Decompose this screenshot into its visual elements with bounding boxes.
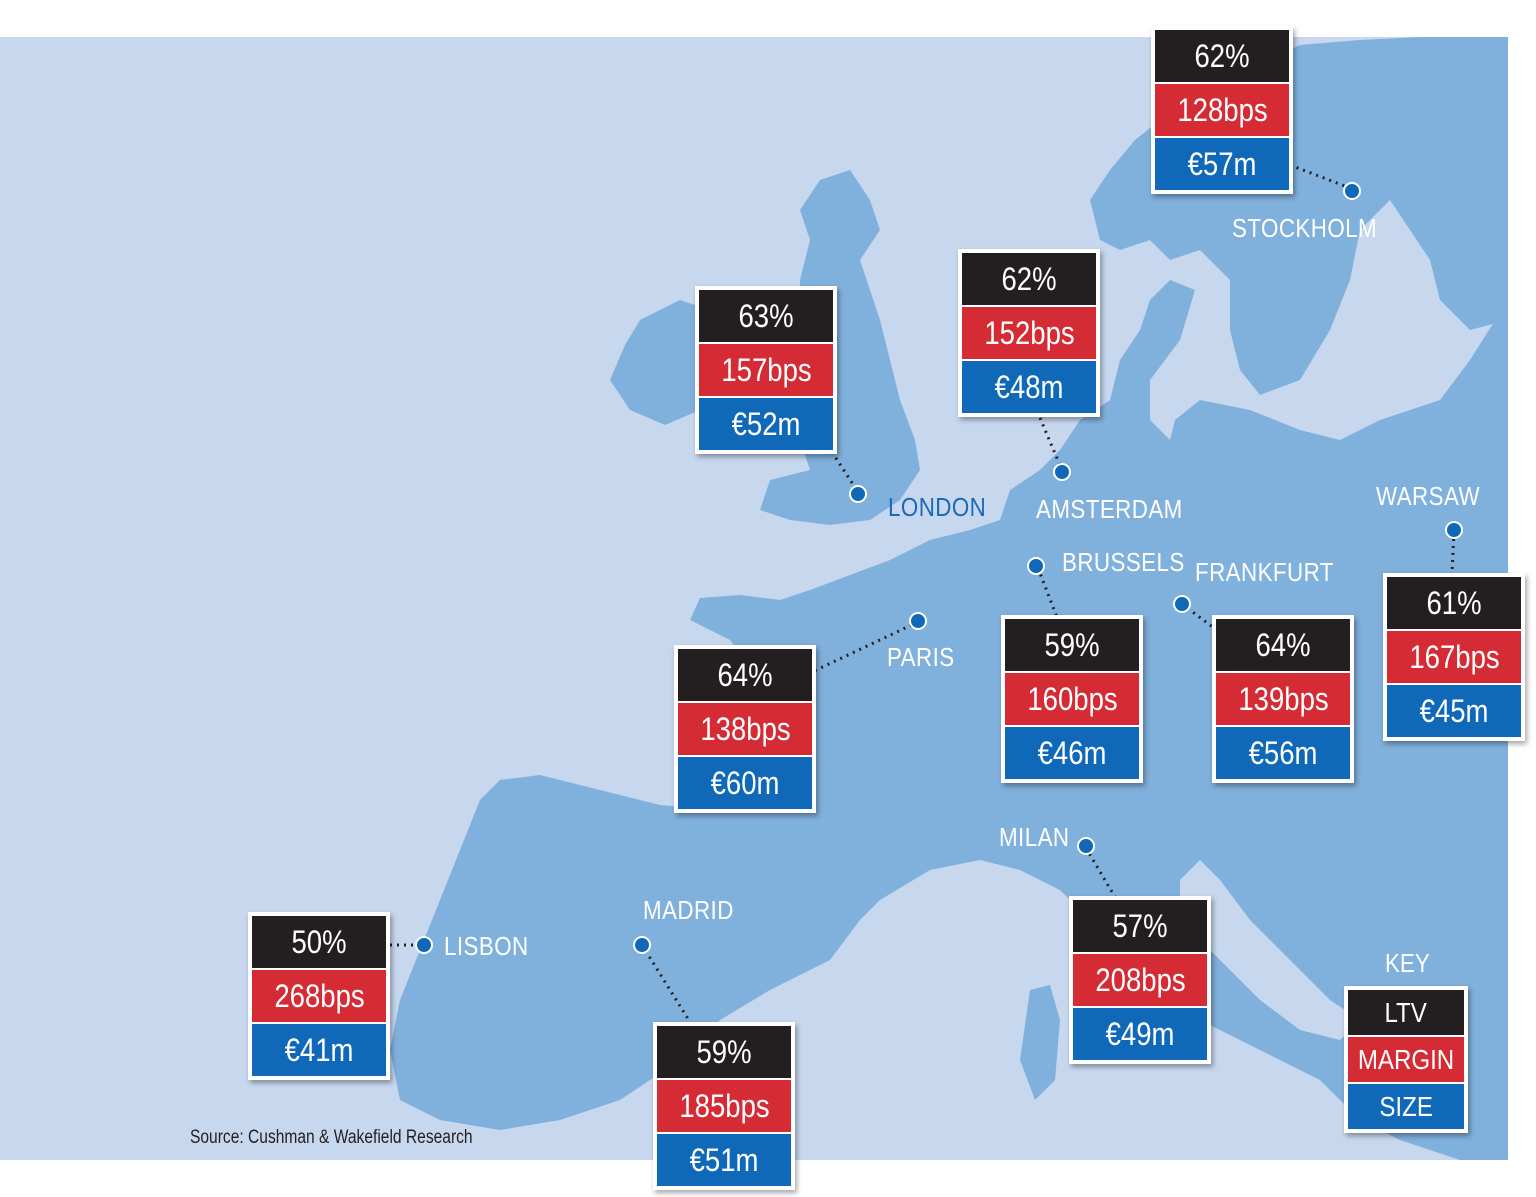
ltv-cell: 57%	[1073, 900, 1207, 952]
size-cell: €41m	[252, 1024, 386, 1076]
size-cell: €49m	[1073, 1008, 1207, 1060]
source-note: Source: Cushman & Wakefield Research	[190, 1127, 473, 1148]
margin-cell: 152bps	[962, 307, 1096, 359]
size-cell: €45m	[1387, 685, 1521, 737]
sea-tyrrhenian	[1180, 860, 1360, 1040]
lisbon-dot[interactable]	[415, 936, 433, 954]
size-cell: €57m	[1155, 138, 1289, 190]
paris-label: PARIS	[887, 642, 955, 672]
lisbon-label: LISBON	[444, 931, 529, 961]
frankfurt-label: FRANKFURT	[1195, 557, 1334, 587]
ltv-cell: 63%	[699, 290, 833, 342]
ltv-cell: 59%	[657, 1026, 791, 1078]
size-cell: €48m	[962, 361, 1096, 413]
ltv-cell: 62%	[1155, 30, 1289, 82]
margin-cell: 157bps	[699, 344, 833, 396]
madrid-label: MADRID	[643, 895, 734, 925]
brussels-box: 59% 160bps €46m	[1001, 615, 1143, 783]
warsaw-label: WARSAW	[1376, 481, 1481, 511]
stockholm-label: STOCKHOLM	[1232, 213, 1378, 243]
lisbon-box: 50% 268bps €41m	[248, 912, 390, 1080]
size-cell: €46m	[1005, 727, 1139, 779]
key-title: KEY	[1385, 948, 1430, 978]
milan-label: MILAN	[999, 822, 1070, 852]
margin-cell: 167bps	[1387, 631, 1521, 683]
ltv-cell: 59%	[1005, 619, 1139, 671]
size-cell: €60m	[678, 757, 812, 809]
brussels-dot[interactable]	[1027, 557, 1045, 575]
size-cell: €51m	[657, 1134, 791, 1186]
madrid-dot[interactable]	[633, 936, 651, 954]
legend-key: LTV MARGIN SIZE	[1344, 986, 1468, 1133]
amsterdam-box: 62% 152bps €48m	[958, 249, 1100, 417]
key-margin: MARGIN	[1348, 1037, 1464, 1082]
margin-cell: 128bps	[1155, 84, 1289, 136]
warsaw-box: 61% 167bps €45m	[1383, 573, 1525, 741]
size-cell: €56m	[1216, 727, 1350, 779]
ltv-cell: 50%	[252, 916, 386, 968]
key-size: SIZE	[1348, 1084, 1464, 1129]
ltv-cell: 62%	[962, 253, 1096, 305]
leader-lines	[385, 163, 1456, 1023]
london-label: LONDON	[888, 492, 987, 522]
frankfurt-dot[interactable]	[1173, 595, 1191, 613]
milan-dot[interactable]	[1077, 837, 1095, 855]
brussels-label: BRUSSELS	[1062, 547, 1185, 577]
margin-cell: 160bps	[1005, 673, 1139, 725]
madrid-box: 59% 185bps €51m	[653, 1022, 795, 1190]
margin-cell: 185bps	[657, 1080, 791, 1132]
ltv-cell: 61%	[1387, 577, 1521, 629]
paris-dot[interactable]	[909, 612, 927, 630]
ltv-cell: 64%	[1216, 619, 1350, 671]
land-ireland	[610, 300, 720, 425]
stockholm-dot[interactable]	[1343, 182, 1361, 200]
warsaw-dot[interactable]	[1445, 521, 1463, 539]
land-sardinia	[1020, 985, 1060, 1100]
frankfurt-box: 64% 139bps €56m	[1212, 615, 1354, 783]
size-cell: €52m	[699, 398, 833, 450]
margin-cell: 208bps	[1073, 954, 1207, 1006]
london-dot[interactable]	[849, 485, 867, 503]
london-box: 63% 157bps €52m	[695, 286, 837, 454]
margin-cell: 138bps	[678, 703, 812, 755]
paris-box: 64% 138bps €60m	[674, 645, 816, 813]
margin-cell: 139bps	[1216, 673, 1350, 725]
stockholm-box: 62% 128bps €57m	[1151, 26, 1293, 194]
amsterdam-dot[interactable]	[1053, 463, 1071, 481]
milan-box: 57% 208bps €49m	[1069, 896, 1211, 1064]
amsterdam-label: AMSTERDAM	[1036, 494, 1183, 524]
ltv-cell: 64%	[678, 649, 812, 701]
margin-cell: 268bps	[252, 970, 386, 1022]
key-ltv: LTV	[1348, 990, 1464, 1035]
